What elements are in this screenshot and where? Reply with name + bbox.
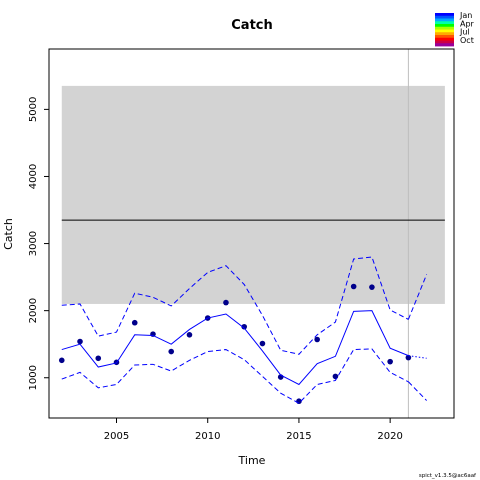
legend-color-swatch bbox=[435, 35, 454, 39]
legend-color-swatch bbox=[435, 21, 454, 25]
observation-point bbox=[314, 336, 320, 343]
y-tick-label: 2000 bbox=[28, 298, 39, 323]
x-tick-label: 2020 bbox=[377, 431, 402, 442]
y-tick-label: 3000 bbox=[28, 231, 39, 256]
plot-frame bbox=[48, 48, 455, 419]
legend-color-swatch bbox=[435, 15, 454, 19]
legend-color-swatch bbox=[435, 43, 454, 47]
legend-label: Oct bbox=[460, 36, 474, 45]
y-tick-label: 4000 bbox=[28, 164, 39, 189]
y-axis-label: Catch bbox=[2, 218, 15, 250]
x-tick-label: 2015 bbox=[286, 431, 311, 442]
y-tick-label: 1000 bbox=[28, 365, 39, 390]
observation-point bbox=[131, 319, 138, 326]
chart-title: Catch bbox=[231, 18, 273, 33]
legend-color-swatch bbox=[435, 40, 454, 44]
reference-band bbox=[61, 85, 445, 304]
version-annotation: spict_v1.3.5@ac6aaf bbox=[419, 473, 477, 479]
observation-point bbox=[223, 299, 229, 306]
legend-color-swatch bbox=[435, 37, 454, 41]
observation-point bbox=[77, 338, 83, 345]
observation-point bbox=[369, 284, 375, 290]
legend-color-swatch bbox=[435, 26, 454, 30]
observation-point bbox=[350, 283, 357, 290]
x-tick-label: 2005 bbox=[104, 431, 129, 442]
legend-color-swatch bbox=[435, 13, 454, 17]
prediction-line bbox=[408, 355, 427, 359]
legend-label: Apr bbox=[460, 19, 475, 28]
observation-point bbox=[95, 355, 102, 362]
x-tick-label: 2010 bbox=[195, 431, 220, 442]
observation-point bbox=[259, 340, 266, 347]
legend-color-swatch bbox=[435, 24, 454, 28]
upper-ci-line bbox=[61, 256, 409, 355]
observation-point bbox=[332, 373, 339, 380]
legend-label: Jan bbox=[459, 11, 472, 20]
observation-point bbox=[168, 348, 175, 355]
legend-color-swatch bbox=[435, 18, 454, 22]
prediction-upper-line bbox=[407, 274, 428, 320]
legend-color-swatch bbox=[435, 32, 454, 36]
observation-point bbox=[58, 357, 65, 364]
legend-color-swatch bbox=[435, 29, 454, 33]
estimate-line bbox=[61, 310, 409, 386]
legend-label: Jul bbox=[459, 28, 470, 37]
prediction-lower-line bbox=[408, 381, 427, 401]
observation-point bbox=[241, 323, 248, 330]
x-axis-label: Time bbox=[238, 454, 266, 467]
observation-point bbox=[387, 358, 393, 365]
observation-point bbox=[186, 332, 193, 338]
y-tick-label: 5000 bbox=[28, 97, 39, 122]
lower-ci-line bbox=[61, 348, 409, 404]
